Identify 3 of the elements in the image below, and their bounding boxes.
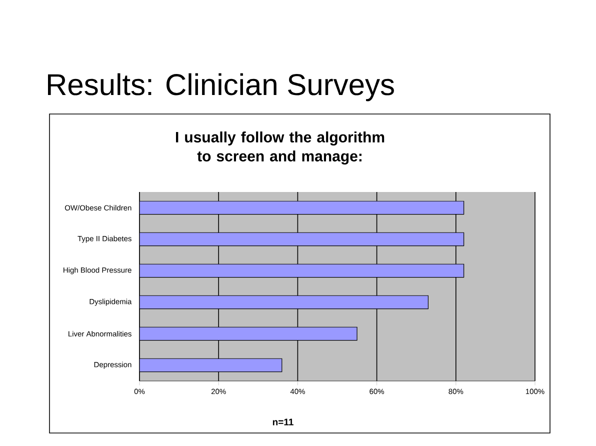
chart-title: Results: Clinician Surveys: [48, 73, 394, 102]
x-axis-title: n=11: [272, 418, 294, 426]
chart-subtitle: I usually follow the algorithm to screen and manage:: [176, 131, 384, 165]
